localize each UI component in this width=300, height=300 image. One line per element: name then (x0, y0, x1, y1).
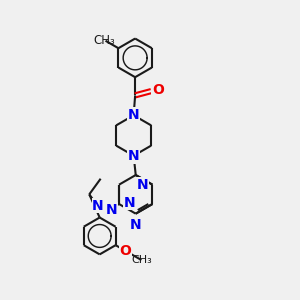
Text: N: N (128, 108, 140, 122)
Text: O: O (152, 82, 164, 97)
Text: N: N (124, 196, 135, 209)
Text: CH₃: CH₃ (131, 255, 152, 265)
Text: O: O (119, 244, 131, 258)
Text: CH₃: CH₃ (93, 34, 115, 46)
Text: N: N (106, 203, 118, 217)
Text: N: N (130, 218, 142, 232)
Text: N: N (128, 149, 140, 163)
Text: N: N (92, 199, 104, 213)
Text: N: N (136, 178, 148, 192)
